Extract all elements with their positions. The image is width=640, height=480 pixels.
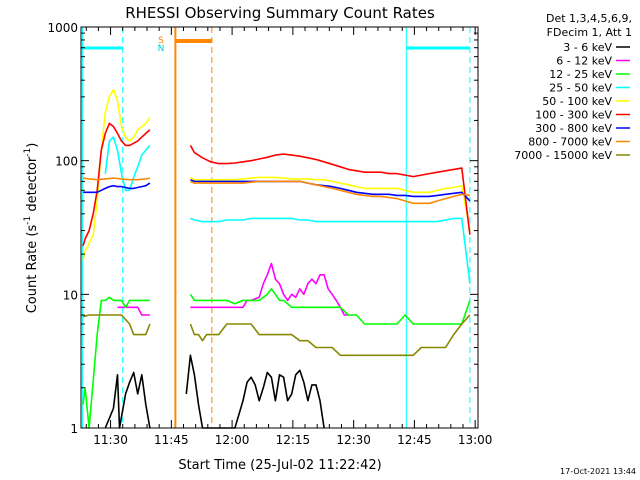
- legend-entry-label: 12 - 25 keV: [549, 68, 612, 81]
- x-axis-label: Start Time (25-Jul-02 11:22:42): [178, 458, 381, 473]
- series-line: [104, 354, 325, 429]
- x-tick-label: 12:45: [397, 433, 432, 447]
- y-tick-label: 1000: [47, 21, 78, 35]
- legend-entry-label: 50 - 100 keV: [542, 95, 612, 108]
- series-line: [82, 314, 471, 357]
- y-axis-label-sup: -1: [23, 148, 33, 157]
- x-tick-label: 11:30: [93, 433, 128, 447]
- series-line: [82, 177, 471, 205]
- y-tick-label: 10: [63, 288, 78, 302]
- x-tick-label: 11:45: [154, 433, 189, 447]
- legend: Det 1,3,4,5,6,9, FDecim 1, Att 1 3 - 6 k…: [514, 12, 632, 162]
- legend-entry-label: 6 - 12 keV: [556, 55, 612, 68]
- series-line: [104, 136, 471, 284]
- legend-entry-label: 7000 - 15000 keV: [514, 149, 612, 162]
- series-line: [83, 178, 471, 202]
- y-axis-label-part: detector: [25, 156, 40, 216]
- legend-header: FDecim 1, Att 1: [547, 26, 632, 39]
- series-line: [82, 288, 471, 429]
- y-axis-label-part: Count Rate (s: [25, 225, 40, 314]
- y-tick-label: 100: [55, 155, 78, 169]
- plot-frame: [80, 26, 479, 429]
- series-line: [117, 262, 349, 316]
- date-stamp: 17-Oct-2021 13:44: [560, 467, 636, 476]
- series-line: [82, 88, 471, 261]
- axis-ticks: 11:30 11:45 12:00 12:15 12:30 12:45 13:00 1 10 10…: [47, 21, 492, 447]
- x-tick-label: 12:15: [276, 433, 311, 447]
- legend-entry-label: 100 - 300 keV: [535, 109, 612, 122]
- flag-layer: [81, 27, 471, 428]
- series-layer: [82, 88, 471, 429]
- legend-header: Det 1,3,4,5,6,9,: [546, 12, 632, 25]
- saa-flag-label: S: [158, 36, 164, 46]
- chart-title: RHESSI Observing Summary Count Rates: [125, 4, 435, 22]
- x-tick-label: 12:30: [336, 433, 371, 447]
- x-tick-label: 13:00: [458, 433, 493, 447]
- legend-entry-label: 800 - 7000 keV: [528, 136, 612, 149]
- x-tick-label: 12:00: [215, 433, 250, 447]
- legend-entry-label: 3 - 6 keV: [563, 41, 612, 54]
- y-tick-label: 1: [70, 422, 78, 436]
- legend-entry-label: 300 - 800 keV: [535, 122, 612, 135]
- legend-entry-label: 25 - 50 keV: [549, 82, 612, 95]
- y-axis-label-part: ): [25, 143, 40, 148]
- y-axis-label-sup: -1: [23, 216, 33, 225]
- night-flag-label: N: [158, 44, 165, 54]
- y-axis-label: Count Rate (s-1 detector-1): [23, 143, 40, 314]
- series-line: [82, 122, 471, 247]
